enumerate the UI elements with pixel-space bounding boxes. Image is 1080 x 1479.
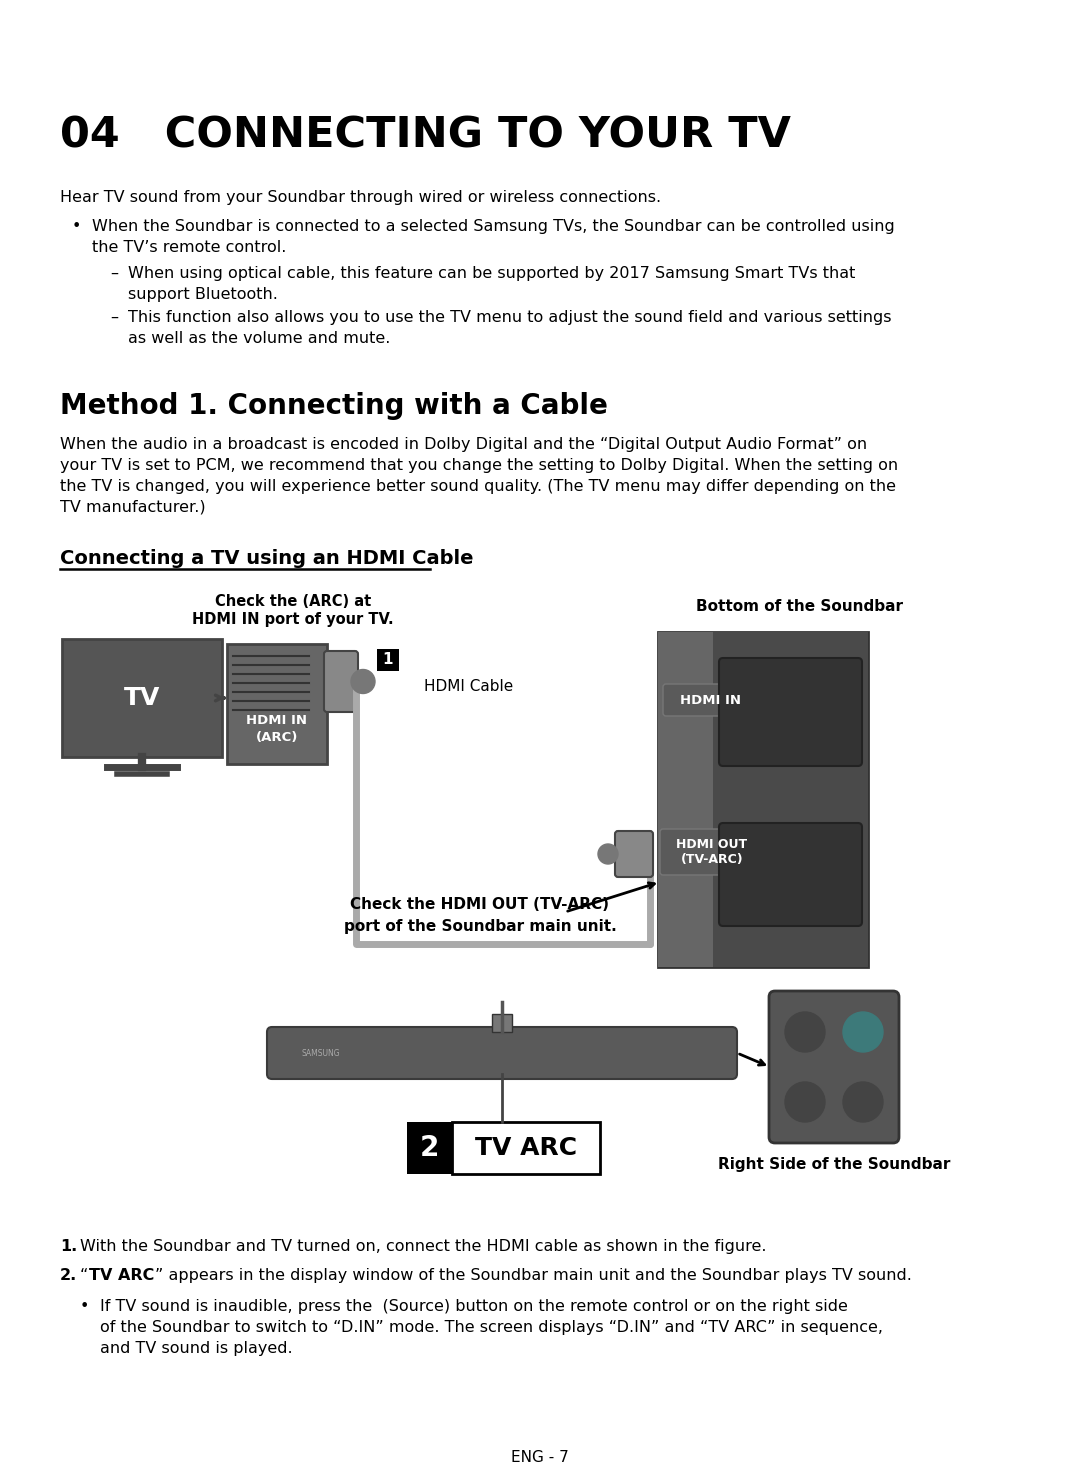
Text: ” appears in the display window of the Soundbar main unit and the Soundbar plays: ” appears in the display window of the S… xyxy=(156,1268,912,1282)
Text: “: “ xyxy=(80,1268,89,1282)
FancyBboxPatch shape xyxy=(660,830,764,876)
FancyBboxPatch shape xyxy=(267,1026,737,1080)
Text: 2.: 2. xyxy=(60,1268,78,1282)
FancyBboxPatch shape xyxy=(324,651,357,711)
Text: of the Soundbar to switch to “D.IN” mode. The screen displays “D.IN” and “TV ARC: of the Soundbar to switch to “D.IN” mode… xyxy=(100,1319,883,1336)
Text: When the audio in a broadcast is encoded in Dolby Digital and the “Digital Outpu: When the audio in a broadcast is encoded… xyxy=(60,436,867,453)
Text: •: • xyxy=(72,219,81,234)
Text: Check the HDMI OUT (TV-ARC): Check the HDMI OUT (TV-ARC) xyxy=(351,896,609,913)
Text: Check the (ARC) at: Check the (ARC) at xyxy=(215,595,372,609)
Text: Bottom of the Soundbar: Bottom of the Soundbar xyxy=(697,599,904,614)
FancyBboxPatch shape xyxy=(492,1015,512,1032)
Text: 04   CONNECTING TO YOUR TV: 04 CONNECTING TO YOUR TV xyxy=(60,115,791,157)
Text: your TV is set to PCM, we recommend that you change the setting to Dolby Digital: your TV is set to PCM, we recommend that… xyxy=(60,458,899,473)
Text: Right Side of the Soundbar: Right Side of the Soundbar xyxy=(718,1157,950,1171)
FancyBboxPatch shape xyxy=(658,632,713,967)
FancyBboxPatch shape xyxy=(719,822,862,926)
Text: HDMI IN
(ARC): HDMI IN (ARC) xyxy=(246,714,308,744)
FancyBboxPatch shape xyxy=(769,991,899,1143)
Text: Connecting a TV using an HDMI Cable: Connecting a TV using an HDMI Cable xyxy=(60,549,473,568)
Text: •: • xyxy=(80,1299,90,1313)
Circle shape xyxy=(843,1012,883,1052)
Circle shape xyxy=(785,1083,825,1123)
FancyBboxPatch shape xyxy=(377,649,399,671)
Text: TV ARC: TV ARC xyxy=(475,1136,577,1160)
FancyBboxPatch shape xyxy=(615,831,653,877)
Text: HDMI IN: HDMI IN xyxy=(680,694,742,707)
Text: the TV’s remote control.: the TV’s remote control. xyxy=(92,240,286,254)
Text: 1: 1 xyxy=(382,652,393,667)
Text: and TV sound is played.: and TV sound is played. xyxy=(100,1341,293,1356)
Text: When using optical cable, this feature can be supported by 2017 Samsung Smart TV: When using optical cable, this feature c… xyxy=(129,266,855,281)
Text: HDMI OUT
(TV-ARC): HDMI OUT (TV-ARC) xyxy=(676,837,747,867)
Text: Method 1. Connecting with a Cable: Method 1. Connecting with a Cable xyxy=(60,392,608,420)
FancyBboxPatch shape xyxy=(713,632,868,967)
Circle shape xyxy=(785,1012,825,1052)
Text: port of the Soundbar main unit.: port of the Soundbar main unit. xyxy=(343,918,617,935)
Text: the TV is changed, you will experience better sound quality. (The TV menu may di: the TV is changed, you will experience b… xyxy=(60,479,896,494)
Circle shape xyxy=(843,1083,883,1123)
FancyBboxPatch shape xyxy=(62,639,222,757)
Text: Hear TV sound from your Soundbar through wired or wireless connections.: Hear TV sound from your Soundbar through… xyxy=(60,189,661,206)
Circle shape xyxy=(598,845,618,864)
Text: support Bluetooth.: support Bluetooth. xyxy=(129,287,278,302)
Text: 1.: 1. xyxy=(60,1239,78,1254)
Text: SAMSUNG: SAMSUNG xyxy=(302,1050,340,1059)
FancyBboxPatch shape xyxy=(227,643,327,765)
Text: If TV sound is inaudible, press the  (Source) button on the remote control or on: If TV sound is inaudible, press the (Sou… xyxy=(100,1299,848,1313)
Text: With the Soundbar and TV turned on, connect the HDMI cable as shown in the figur: With the Soundbar and TV turned on, conn… xyxy=(80,1239,767,1254)
Text: This function also allows you to use the TV menu to adjust the sound field and v: This function also allows you to use the… xyxy=(129,311,891,325)
Text: –: – xyxy=(110,311,118,325)
Text: HDMI IN port of your TV.: HDMI IN port of your TV. xyxy=(192,612,394,627)
Text: TV manufacturer.): TV manufacturer.) xyxy=(60,500,205,515)
Text: TV ARC: TV ARC xyxy=(89,1268,154,1282)
Text: When the Soundbar is connected to a selected Samsung TVs, the Soundbar can be co: When the Soundbar is connected to a sele… xyxy=(92,219,894,234)
Text: +: + xyxy=(796,1022,814,1043)
FancyBboxPatch shape xyxy=(453,1123,600,1174)
FancyBboxPatch shape xyxy=(663,683,759,716)
Text: –: – xyxy=(110,266,118,281)
FancyBboxPatch shape xyxy=(407,1123,453,1174)
FancyBboxPatch shape xyxy=(658,632,868,967)
Text: TV: TV xyxy=(124,686,160,710)
Text: −: − xyxy=(796,1092,813,1112)
Text: as well as the volume and mute.: as well as the volume and mute. xyxy=(129,331,390,346)
FancyBboxPatch shape xyxy=(719,658,862,766)
Circle shape xyxy=(351,670,375,694)
Text: ENG - 7: ENG - 7 xyxy=(511,1449,569,1466)
Text: 2: 2 xyxy=(420,1134,440,1162)
Text: HDMI Cable: HDMI Cable xyxy=(424,679,513,694)
